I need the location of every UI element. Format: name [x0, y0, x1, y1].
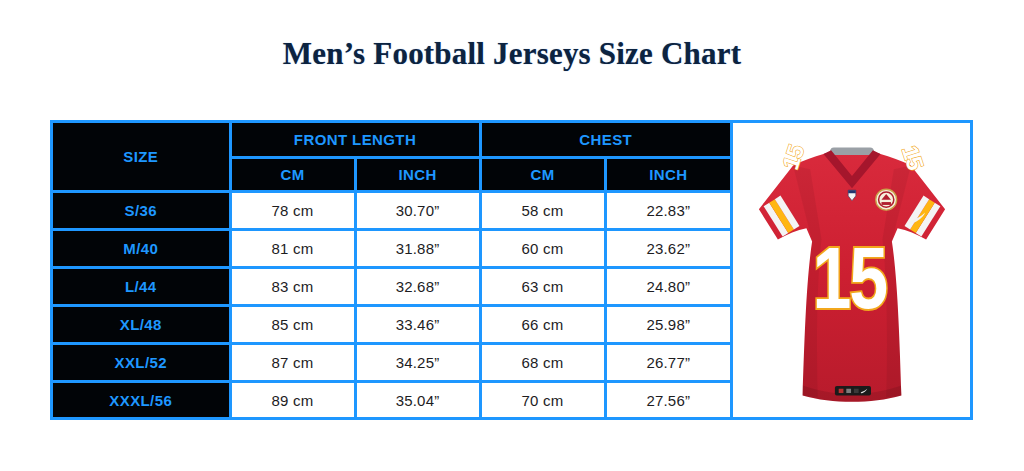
- front-length-inch-value: 34.25”: [355, 344, 480, 382]
- team-patch-icon: [875, 189, 896, 210]
- front-length-cm-value: 83 cm: [230, 267, 355, 305]
- jock-tag: [834, 386, 870, 396]
- chest-inch-value: 22.83”: [605, 191, 730, 229]
- chest-inch-value: 26.77”: [605, 344, 730, 382]
- front-length-inch-value: 31.88”: [355, 229, 480, 267]
- table-row: M/40 81 cm 31.88” 60 cm 23.62”: [53, 229, 730, 267]
- table-row: XL/48 85 cm 33.46” 66 cm 25.98”: [53, 305, 730, 343]
- size-label: S/36: [53, 191, 230, 229]
- front-length-cm-value: 85 cm: [230, 305, 355, 343]
- front-length-inch-value: 35.04”: [355, 382, 480, 417]
- chest-inch-value: 25.98”: [605, 305, 730, 343]
- chest-inch-value: 23.62”: [605, 229, 730, 267]
- header-size: SIZE: [53, 123, 230, 191]
- table-row: L/44 83 cm 32.68” 63 cm 24.80”: [53, 267, 730, 305]
- header-front-length-cm: CM: [230, 157, 355, 191]
- header-front-length-inch: INCH: [355, 157, 480, 191]
- front-length-cm-value: 78 cm: [230, 191, 355, 229]
- collar-inner-strip: [830, 147, 874, 155]
- chest-cm-value: 68 cm: [480, 344, 605, 382]
- front-length-inch-value: 32.68”: [355, 267, 480, 305]
- chest-cm-value: 63 cm: [480, 267, 605, 305]
- header-front-length: FRONT LENGTH: [230, 123, 480, 157]
- front-length-inch-value: 30.70”: [355, 191, 480, 229]
- header-chest-inch: INCH: [605, 157, 730, 191]
- size-label: XXXL/56: [53, 382, 230, 417]
- size-chart-container: SIZE FRONT LENGTH CHEST CM INCH CM INCH …: [50, 120, 973, 420]
- chest-inch-value: 27.56”: [605, 382, 730, 417]
- chest-cm-value: 58 cm: [480, 191, 605, 229]
- chest-cm-value: 66 cm: [480, 305, 605, 343]
- size-label: XXL/52: [53, 344, 230, 382]
- front-length-cm-value: 87 cm: [230, 344, 355, 382]
- page-title: Men’s Football Jerseys Size Chart: [0, 36, 1024, 72]
- size-label: XL/48: [53, 305, 230, 343]
- chest-number: 15: [812, 228, 886, 326]
- table-row: XXL/52 87 cm 34.25” 68 cm 26.77”: [53, 344, 730, 382]
- header-row-groups: SIZE FRONT LENGTH CHEST: [53, 123, 730, 157]
- size-label: M/40: [53, 229, 230, 267]
- header-chest: CHEST: [480, 123, 730, 157]
- svg-text:15: 15: [812, 228, 886, 326]
- size-chart-table: SIZE FRONT LENGTH CHEST CM INCH CM INCH …: [53, 123, 730, 417]
- header-chest-cm: CM: [480, 157, 605, 191]
- chest-cm-value: 60 cm: [480, 229, 605, 267]
- chest-inch-value: 24.80”: [605, 267, 730, 305]
- size-label: L/44: [53, 267, 230, 305]
- front-length-cm-value: 89 cm: [230, 382, 355, 417]
- table-row: S/36 78 cm 30.70” 58 cm 22.83”: [53, 191, 730, 229]
- chest-cm-value: 70 cm: [480, 382, 605, 417]
- table-row: XXXL/56 89 cm 35.04” 70 cm 27.56”: [53, 382, 730, 417]
- front-length-cm-value: 81 cm: [230, 229, 355, 267]
- jersey-image: 15 15 15: [738, 126, 966, 414]
- front-length-inch-value: 33.46”: [355, 305, 480, 343]
- jersey-photo-panel: 15 15 15: [730, 123, 970, 417]
